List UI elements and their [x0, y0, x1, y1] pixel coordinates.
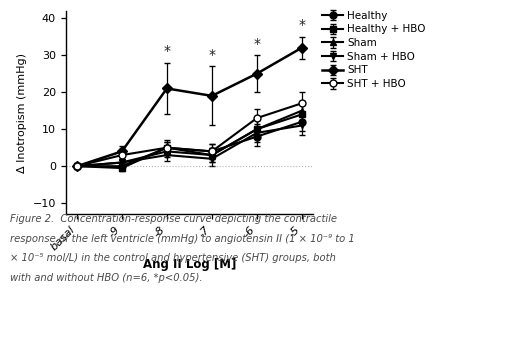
Text: × 10⁻⁵ mol/L) in the control and hypertensive (SHT) groups, both: × 10⁻⁵ mol/L) in the control and hyperte…	[10, 253, 336, 263]
Text: response of the left ventricle (mmHg) to angiotensin II (1 × 10⁻⁹ to 1: response of the left ventricle (mmHg) to…	[10, 234, 355, 244]
Text: *: *	[209, 48, 215, 62]
Text: Figure 2.  Concentration-response curve depicting the contractile: Figure 2. Concentration-response curve d…	[10, 214, 337, 224]
Text: *: *	[164, 44, 170, 58]
Text: *: *	[254, 37, 261, 51]
Y-axis label: Δ Inotropism (mmHg): Δ Inotropism (mmHg)	[17, 52, 27, 172]
Text: *: *	[298, 18, 306, 32]
X-axis label: Ang II Log [M]: Ang II Log [M]	[143, 258, 236, 271]
Text: with and without HBO (n=6, *p<0.05).: with and without HBO (n=6, *p<0.05).	[10, 273, 203, 283]
Legend: Healthy, Healthy + HBO, Sham, Sham + HBO, SHT, SHT + HBO: Healthy, Healthy + HBO, Sham, Sham + HBO…	[318, 7, 430, 93]
